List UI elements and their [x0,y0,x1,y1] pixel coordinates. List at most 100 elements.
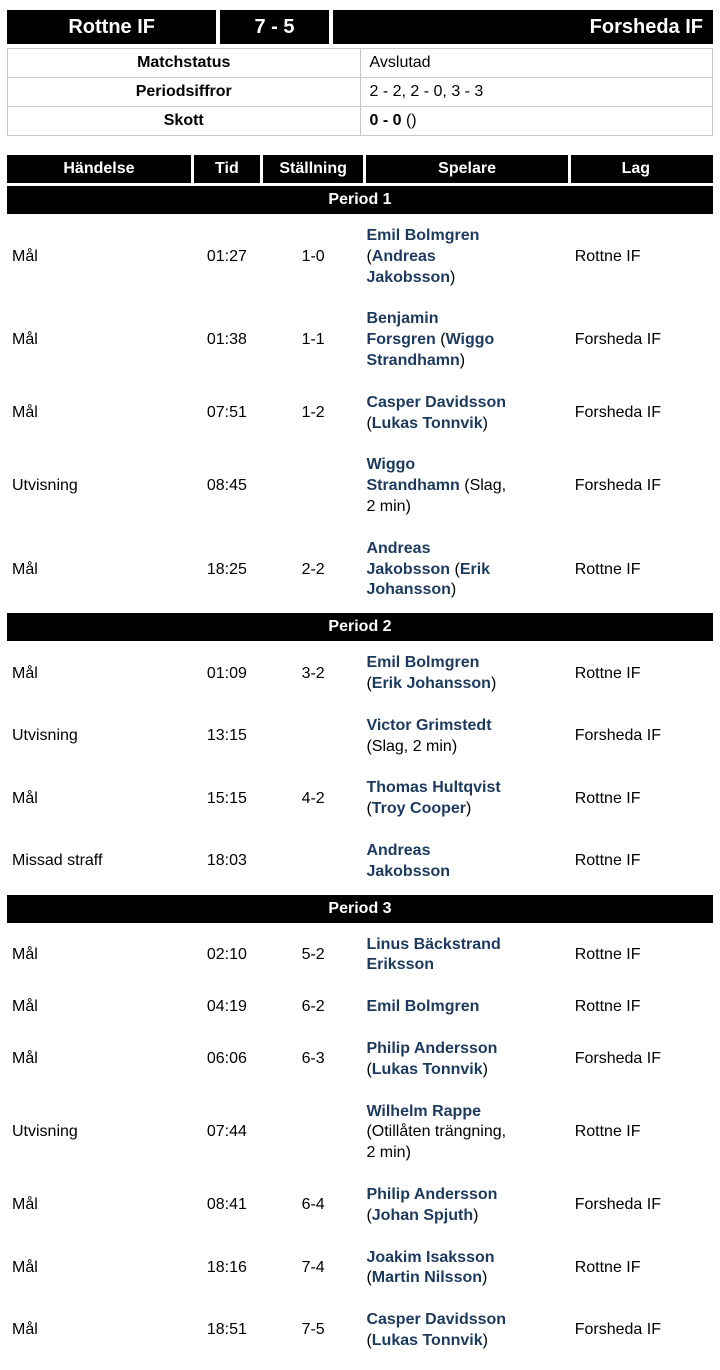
shots-label: Skott [7,106,361,136]
final-score: 7 - 5 [220,10,329,44]
event-score-cell: 7-4 [301,1258,325,1276]
event-score-cell [263,707,364,767]
event-player-cell: Linus Bäckstrand Eriksson [366,926,567,986]
event-time-cell: 04:19 [206,998,247,1016]
period-row: Period 2 [7,613,713,642]
assist-name-link[interactable]: Martin Nilsson [371,1269,483,1287]
event-score-cell: 5-2 [301,945,325,963]
event-team-cell: Forsheda IF [574,404,661,422]
events-header-row: Händelse Tid Ställning Spelare Lag [7,155,713,183]
event-time-cell: 02:10 [206,945,247,963]
assist-close-paren: ) [450,581,457,599]
assist-close-paren: ) [473,1206,479,1224]
event-row: Mål 06:06 6-3 Philip Andersson (Lukas Tonnv… [7,1030,713,1090]
player-info: Wiggo Strandhamn (Slag, 2 min) [366,455,508,517]
event-team-cell: Forsheda IF [574,1321,661,1339]
event-row: Mål 07:51 1-2 Casper Davidsson (Lukas Tonnv… [7,384,713,444]
event-time-cell: 13:15 [206,727,247,745]
assist-open-paren: ( [440,331,446,349]
assist-open-paren: ( [366,674,372,692]
event-type-cell: Mål [12,560,38,578]
event-type-cell: Mål [12,404,38,422]
event-team-cell: Forsheda IF [574,331,661,349]
event-row: Mål 08:41 6-4 Philip Andersson (Johan Spjut… [7,1176,713,1236]
player-name-link[interactable]: Philip Andersson [366,1185,498,1203]
assist-name-link[interactable]: Lukas Tonnvik [371,414,483,432]
column-header-stallning: Ställning [262,155,364,183]
player-name-link[interactable]: Casper Davidsson [366,1311,507,1329]
event-score-cell [263,1093,364,1173]
assist-name-link[interactable]: Erik Johansson [371,674,491,692]
event-player-cell: Victor Grimstedt (Slag, 2 min) [366,707,567,767]
player-name-link[interactable]: Philip Andersson [366,1039,498,1057]
event-team-cell: Rottne IF [574,1123,641,1141]
event-team-cell: Rottne IF [574,852,641,870]
assist-name-link[interactable]: Wiggo Strandhamn [366,331,495,369]
player-name-link[interactable]: Wilhelm Rappe [366,1102,481,1120]
event-score-cell: 2-2 [301,560,325,578]
player-name-link[interactable]: Andreas Jakobsson [366,539,451,578]
penalty-info: (Slag, 2 min) [366,477,507,515]
player-info: Emil Bolmgren (Erik Johansson) [366,653,508,695]
player-name-link[interactable]: Benjamin Forsgren [366,310,439,349]
event-time-cell: 08:41 [206,1196,247,1214]
event-type-cell: Mål [12,331,38,349]
event-type-cell: Missad straff [12,852,103,870]
penalty-info: (Slag, 2 min) [366,737,458,755]
player-info: Philip Andersson (Lukas Tonnvik) [366,1039,508,1081]
event-row: Mål 18:25 2-2 Andreas Jakobsson (Erik Johan… [7,530,713,610]
event-team-cell: Rottne IF [574,247,641,265]
player-info: Victor Grimstedt (Slag, 2 min) [366,716,508,758]
period-scores-row: Periodsiffror 2 - 2, 2 - 0, 3 - 3 [7,77,713,107]
assist-name-link[interactable]: Andreas Jakobsson [366,247,451,286]
event-row: Mål 18:16 7-4 Joakim Isaksson (Martin Nilss… [7,1239,713,1299]
player-name-link[interactable]: Joakim Isaksson [366,1248,495,1266]
event-time-cell: 07:44 [206,1123,247,1141]
assist-open-paren: ( [366,800,372,818]
assist-close-paren: ) [482,1060,488,1078]
period-banner: Period 1 [7,186,713,214]
player-name-link[interactable]: Emil Bolmgren [366,227,480,244]
player-name-link[interactable]: Emil Bolmgren [366,998,480,1016]
assist-name-link[interactable]: Lukas Tonnvik [371,1060,483,1078]
event-type-cell: Mål [12,664,38,682]
player-name-link[interactable]: Victor Grimstedt [366,716,492,734]
event-score-cell: 6-3 [301,1050,325,1068]
period-scores-value: 2 - 2, 2 - 0, 3 - 3 [359,77,713,107]
player-name-link[interactable]: Emil Bolmgren [366,654,480,672]
shots-value: 0 - 0 () [359,106,713,136]
player-name-link[interactable]: Linus Bäckstrand Eriksson [366,935,501,974]
player-info: Wilhelm Rappe (Otillåten trängning, 2 mi… [366,1102,508,1164]
event-row: Mål 18:51 7-5 Casper Davidsson (Lukas Tonnv… [7,1301,713,1361]
player-name-link[interactable]: Thomas Hultqvist [366,779,501,797]
event-row: Utvisning 08:45 Wiggo Strandhamn (Slag, 2 … [7,446,713,526]
player-name-link[interactable]: Wiggo Strandhamn [366,456,460,495]
event-player-cell: Casper Davidsson (Lukas Tonnvik) [366,1301,567,1361]
event-type-cell: Utvisning [12,477,78,495]
event-team-cell: Rottne IF [574,664,641,682]
player-name-link[interactable]: Andreas Jakobsson [366,841,451,880]
column-header-handelse: Händelse [7,155,191,183]
assist-open-paren: ( [366,1269,372,1287]
period-banner: Period 3 [7,894,713,923]
assist-name-link[interactable]: Troy Cooper [371,800,467,818]
assist-open-paren: ( [366,414,372,432]
assist-open-paren: ( [366,1060,372,1078]
event-player-cell: Casper Davidsson (Lukas Tonnvik) [366,384,567,444]
away-team-name: Forsheda IF [332,10,713,44]
period-scores-label: Periodsiffror [7,77,361,107]
assist-name-link[interactable]: Johan Spjuth [371,1206,474,1224]
event-row: Utvisning 07:44 Wilhelm Rappe (Otillåten t… [7,1093,713,1173]
player-info: Benjamin Forsgren (Wiggo Strandhamn) [366,309,508,371]
event-time-cell: 01:27 [206,247,247,265]
event-team-cell: Forsheda IF [574,1050,661,1068]
event-score-cell: 1-2 [301,404,325,422]
player-name-link[interactable]: Casper Davidsson [366,393,507,411]
period-banner: Period 2 [7,613,713,642]
player-info: Philip Andersson (Johan Spjuth) [366,1185,508,1227]
assist-name-link[interactable]: Lukas Tonnvik [371,1331,483,1349]
event-time-cell: 01:09 [206,664,247,682]
player-info: Andreas Jakobsson [366,841,508,883]
shots-row: Skott 0 - 0 () [7,106,713,136]
assist-name-link[interactable]: Erik Johansson [366,560,491,599]
